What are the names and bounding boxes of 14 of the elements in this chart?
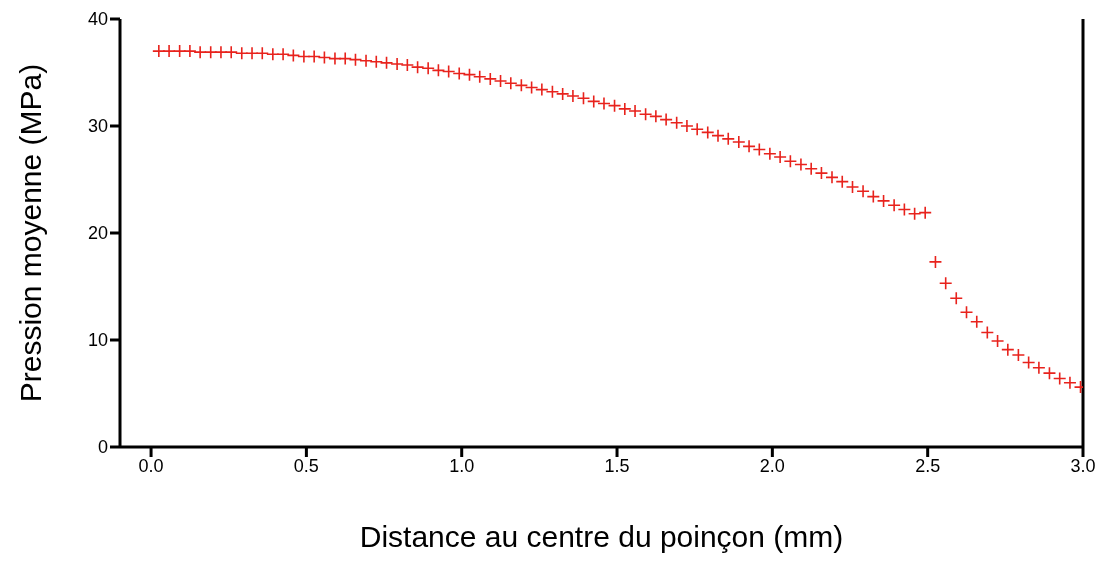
x-tick-label: 1.5 xyxy=(604,455,630,476)
y-tick-label: 40 xyxy=(87,9,108,30)
x-tick-label: 2.0 xyxy=(759,455,785,476)
x-tick-label: 2.5 xyxy=(915,455,941,476)
x-axis-title: Distance au centre du poinçon (mm) xyxy=(359,520,844,553)
y-axis-title: Pression moyenne (MPa) xyxy=(13,63,47,403)
y-tick-label: 10 xyxy=(87,330,108,351)
y-tick-label: 20 xyxy=(87,223,108,244)
y-tick-label: 0 xyxy=(97,437,108,458)
x-tick-label: 0.0 xyxy=(138,455,164,476)
x-tick-label: 3.0 xyxy=(1070,455,1096,476)
x-tick-label: 0.5 xyxy=(293,455,319,476)
x-tick-label: 1.0 xyxy=(449,455,475,476)
y-tick-label: 30 xyxy=(87,116,108,137)
